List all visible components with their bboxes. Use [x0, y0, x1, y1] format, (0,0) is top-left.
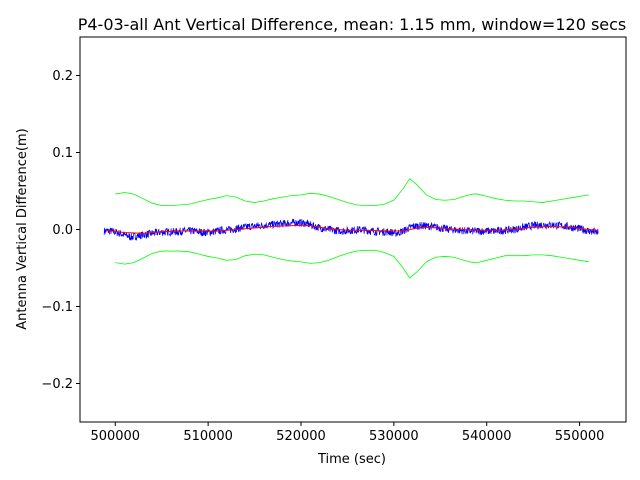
y-tick-label: 0.0 — [52, 223, 73, 238]
x-tick-label: 510000 — [183, 429, 233, 444]
y-axis-label: Antenna Vertical Difference(m) — [15, 128, 30, 329]
y-tick-label: −0.2 — [41, 377, 73, 392]
x-axis: 500000 510000 520000 530000 540000 550000 — [90, 422, 604, 444]
x-axis-label: Time (sec) — [317, 452, 386, 467]
series-line-running-mean — [105, 225, 599, 234]
series-layer — [103, 178, 599, 279]
x-tick-label: 520000 — [276, 429, 326, 444]
x-tick-label: 550000 — [555, 429, 605, 444]
y-tick-label: −0.1 — [41, 300, 73, 315]
series-line-upper-bound — [115, 178, 589, 207]
y-tick-label: 0.2 — [52, 69, 73, 84]
chart-title: P4-03-all Ant Vertical Difference, mean:… — [78, 15, 627, 34]
y-tick-label: 0.1 — [52, 146, 73, 161]
x-tick-label: 540000 — [462, 429, 512, 444]
series-line-lower-bound — [115, 249, 589, 279]
x-tick-label: 530000 — [369, 429, 419, 444]
y-axis: −0.2 −0.1 0.0 0.1 0.2 — [41, 69, 80, 392]
x-tick-label: 500000 — [90, 429, 140, 444]
